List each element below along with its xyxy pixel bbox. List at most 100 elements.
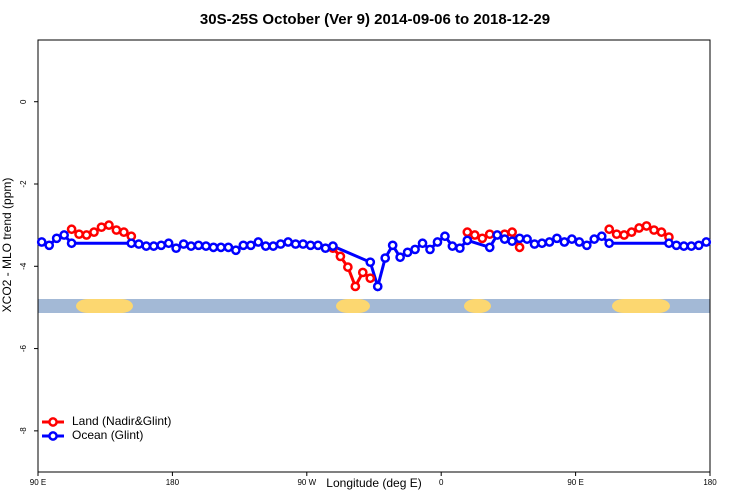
data-point: [641, 221, 652, 231]
data-point: [350, 281, 361, 292]
data-point: [313, 240, 323, 251]
data-point: [447, 241, 458, 251]
data-point: [701, 237, 712, 247]
data-point: [66, 224, 77, 235]
data-point: [141, 241, 152, 251]
x-tick-label: 0: [439, 478, 444, 487]
data-point: [104, 220, 114, 230]
data-point: [611, 229, 622, 240]
legend-label: Land (Nadir&Glint): [72, 414, 171, 428]
x-tick-label: 90 W: [297, 478, 316, 487]
y-tick-label: -4: [19, 262, 28, 270]
data-point: [208, 242, 219, 253]
x-tick-label: 180: [166, 478, 180, 487]
data-point: [156, 240, 167, 251]
data-point: [365, 273, 376, 284]
data-point: [567, 234, 577, 244]
land-ocean-band: [38, 299, 710, 313]
data-point: [395, 252, 405, 263]
data-point: [432, 237, 443, 247]
data-point: [283, 237, 293, 247]
data-point: [36, 237, 47, 247]
data-point: [686, 241, 697, 251]
data-point: [81, 230, 92, 240]
data-point: [596, 231, 607, 242]
data-point: [499, 234, 510, 244]
data-point: [133, 239, 144, 249]
data-point: [656, 227, 667, 237]
data-point: [223, 242, 234, 253]
land-band: [464, 299, 491, 313]
y-tick-label: -8: [19, 427, 28, 435]
data-point: [119, 227, 129, 237]
data-point: [544, 237, 555, 247]
data-point: [245, 240, 256, 251]
data-point: [275, 239, 286, 249]
data-point: [604, 238, 615, 249]
data-point: [574, 237, 585, 247]
x-tick-label: 90 E: [30, 478, 46, 487]
legend-swatch: [48, 431, 58, 441]
data-point: [44, 240, 55, 251]
data-point: [320, 243, 331, 254]
data-point: [253, 237, 264, 247]
data-point: [559, 237, 570, 247]
data-point: [402, 247, 413, 258]
x-axis-label: Longitude (deg E): [326, 476, 421, 490]
data-point: [604, 224, 615, 235]
data-point: [552, 233, 562, 244]
data-point: [380, 253, 391, 263]
land-band: [336, 299, 370, 313]
data-point: [462, 227, 473, 237]
data-point: [671, 240, 682, 251]
data-point: [231, 245, 241, 256]
data-point: [492, 230, 503, 240]
data-point: [514, 233, 525, 244]
data-point: [477, 233, 488, 244]
data-point: [581, 240, 592, 251]
data-point: [425, 244, 435, 255]
data-point: [507, 236, 517, 247]
data-point: [201, 241, 211, 251]
data-point: [298, 239, 308, 249]
data-point: [507, 227, 517, 237]
y-axis-label: XCO2 - MLO trend (ppm): [0, 178, 14, 313]
data-point: [193, 240, 204, 251]
land-band: [76, 299, 133, 313]
data-point: [335, 251, 346, 262]
data-point: [372, 281, 383, 292]
x-tick-label: 90 E: [567, 478, 583, 487]
data-point: [59, 230, 69, 240]
data-point: [163, 238, 174, 249]
data-point: [469, 230, 480, 240]
data-point: [537, 238, 547, 249]
data-point: [51, 233, 62, 244]
ocean-band: [38, 299, 710, 313]
data-point: [619, 230, 629, 240]
data-point: [484, 229, 495, 240]
x-tick-label: 180: [703, 478, 717, 487]
data-point: [186, 241, 196, 251]
legend-swatch: [48, 417, 58, 427]
data-point: [171, 243, 181, 254]
data-point: [126, 238, 137, 249]
y-tick-label: -6: [19, 344, 28, 352]
data-point: [111, 225, 122, 235]
chart-title: 30S-25S October (Ver 9) 2014-09-06 to 20…: [200, 11, 550, 28]
data-point: [148, 241, 159, 251]
land-band: [612, 299, 670, 313]
data-point: [178, 239, 189, 249]
data-point: [365, 257, 376, 268]
data-point: [343, 262, 353, 272]
data-point: [357, 267, 368, 278]
data-point: [260, 241, 271, 251]
data-point: [387, 240, 398, 251]
data-point: [634, 223, 644, 233]
data-point: [589, 234, 600, 244]
legend-label: Ocean (Glint): [72, 428, 143, 442]
data-point: [626, 227, 637, 237]
data-point: [410, 244, 420, 255]
